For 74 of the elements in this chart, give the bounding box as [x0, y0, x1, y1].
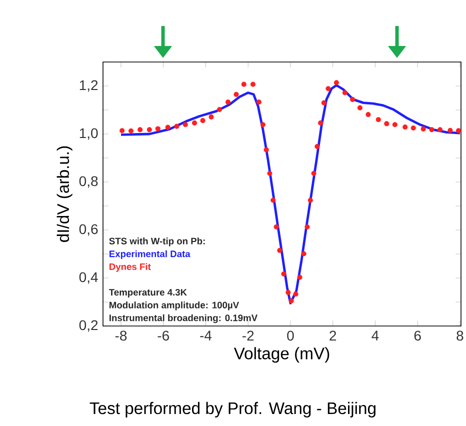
point: [420, 126, 426, 132]
point: [200, 118, 206, 124]
point: [304, 224, 310, 230]
y-tick-label: 1,2: [80, 80, 98, 92]
point: [120, 128, 125, 134]
point: [225, 100, 231, 105]
annotation: Temperature 4.3K: [109, 289, 187, 298]
point: [182, 122, 188, 128]
point: [308, 198, 313, 203]
y-tick-label: 0,2: [79, 320, 98, 332]
y-tick-label: 0,6: [79, 224, 98, 236]
point: [326, 86, 331, 92]
y-tick-label: 1,0: [80, 128, 98, 140]
point: [241, 82, 246, 87]
x-tick-label: -2: [242, 330, 254, 340]
point: [357, 105, 362, 110]
point: [429, 127, 434, 132]
text: Dynes Fit: [110, 263, 151, 272]
point: [392, 122, 398, 128]
point: [286, 290, 291, 295]
point: [270, 198, 276, 203]
point: [293, 292, 298, 297]
text: Test performed by Prof. Wang - Beijing: [90, 402, 376, 418]
point: [128, 128, 134, 134]
y-axis-title: dI/dV (arb.u.): [56, 146, 72, 242]
point: [384, 121, 390, 126]
point: [260, 122, 266, 128]
point: [146, 127, 152, 132]
x-tick-label: -6: [158, 330, 169, 341]
point: [267, 170, 272, 176]
point: [256, 100, 262, 105]
x-tick-label: 2: [330, 330, 336, 340]
y-tick-label: 0,4: [79, 272, 98, 284]
point: [342, 90, 348, 96]
point: [311, 170, 316, 176]
point: [334, 80, 339, 86]
point: [350, 96, 356, 102]
point: [281, 271, 286, 276]
x-tick-label: -4: [200, 330, 212, 340]
point: [314, 144, 320, 150]
point: [376, 117, 381, 122]
point: [448, 128, 453, 133]
point: [192, 120, 198, 126]
x-tick-label: 4: [372, 330, 379, 340]
x-axis-title: Voltage (mV): [234, 347, 330, 363]
x-tick-label: 0: [287, 330, 294, 341]
legend-title: STS with W-tip on Pb:: [109, 238, 205, 246]
point: [301, 251, 306, 256]
point: [297, 274, 302, 280]
annotation: Modulation amplitude: 100µV: [110, 302, 239, 310]
text: Experimental Data: [110, 250, 190, 260]
y-tick-label: 0,8: [79, 176, 98, 188]
point: [321, 100, 326, 106]
point: [264, 147, 269, 152]
point: [155, 126, 160, 132]
x-tick-label: -8: [115, 330, 127, 341]
point: [165, 124, 170, 130]
point: [318, 120, 324, 126]
point: [216, 106, 222, 112]
x-tick-label: 6: [414, 330, 421, 341]
x-tick-label: 8: [456, 330, 464, 341]
point: [250, 82, 256, 87]
point: [366, 112, 371, 118]
point: [208, 114, 214, 120]
point: [234, 92, 239, 97]
point: [138, 127, 143, 132]
point: [402, 124, 408, 130]
point: [288, 298, 294, 304]
annotation: Instrumental broadening: 0.19mV: [110, 314, 258, 324]
point: [274, 224, 279, 230]
point: [174, 124, 180, 129]
point: [277, 248, 282, 253]
point: [437, 127, 443, 132]
point: [410, 125, 416, 131]
